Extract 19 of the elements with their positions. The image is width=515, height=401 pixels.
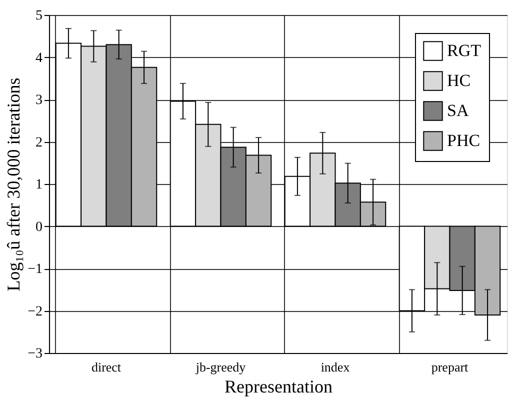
y-tick-label: 3 xyxy=(36,93,42,108)
x-axis-title: Representation xyxy=(224,376,332,396)
legend-label: SA xyxy=(447,101,470,120)
x-tick-label: index xyxy=(320,360,350,374)
y-tick-label: 0 xyxy=(36,220,42,235)
y-tick-label: 2 xyxy=(36,135,42,150)
y-tick-label: −1 xyxy=(28,262,42,277)
y-tick-label: 5 xyxy=(36,8,42,24)
legend-label: HC xyxy=(447,71,471,90)
y-tick-label: −3 xyxy=(28,346,42,362)
y-axis-title: Log₁₀û after 30,000 iterations xyxy=(4,78,24,292)
legend-label: RGT xyxy=(447,41,482,60)
legend-label: PHC xyxy=(447,131,480,150)
x-tick-label: jb-greedy xyxy=(194,360,246,374)
y-tick-label: 1 xyxy=(36,178,42,192)
x-tick-label: prepart xyxy=(431,360,469,374)
x-tick-label: direct xyxy=(91,360,122,374)
y-tick-label: 4 xyxy=(36,50,42,66)
y-tick-label: −2 xyxy=(28,304,42,320)
